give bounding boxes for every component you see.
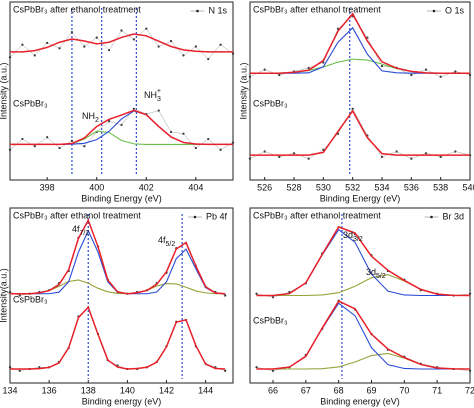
legend-marker — [432, 9, 436, 13]
x-tick-label: 534 — [374, 182, 389, 192]
x-tick-label: 398 — [40, 182, 55, 192]
x-tick-label: 66 — [268, 385, 278, 395]
peak-annotation: NH3+ — [144, 88, 161, 103]
peak-annotation: NH2 — [82, 111, 99, 123]
annotation-sub: 3/2 — [353, 236, 363, 243]
annotation-text: 3d — [366, 267, 376, 277]
sample-label: CsPbBr₃ — [253, 98, 288, 108]
fit-curve — [10, 33, 233, 53]
x-tick-label: 532 — [345, 182, 360, 192]
legend-label: O 1s — [445, 5, 465, 15]
fit-curve — [10, 130, 233, 145]
annotation-sub: 2 — [95, 117, 99, 124]
annotation-text: 4f — [158, 235, 166, 245]
plot-frame — [9, 207, 234, 384]
annotation-sub: 3 — [157, 96, 161, 103]
peak-annotation: 3d5/2 — [366, 267, 386, 279]
legend-label: N 1s — [208, 5, 227, 15]
fit-curve — [256, 225, 471, 297]
data-trace — [9, 108, 234, 150]
annotation-text: NH — [144, 90, 157, 100]
fit-curve — [256, 228, 470, 297]
peak-annotation: 4f7/2 — [72, 224, 89, 236]
fit-curve — [250, 12, 470, 74]
plot-frame — [9, 1, 234, 181]
annotation-sub: 5/2 — [376, 273, 386, 280]
data-trace — [256, 226, 471, 298]
x-tick-label: 530 — [316, 182, 331, 192]
x-tick-label: 134 — [2, 385, 17, 395]
legend-label: Br 3d — [442, 211, 464, 221]
x-tick-label: 68 — [334, 385, 344, 395]
data-trace — [249, 108, 471, 159]
x-tick-label: 70 — [399, 385, 409, 395]
x-tick-label: 540 — [462, 182, 474, 192]
x-tick-label: 140 — [120, 385, 135, 395]
y-axis-label: Intensity(a.u.) — [0, 268, 8, 323]
fit-curve — [250, 58, 470, 74]
x-tick-label: 69 — [366, 385, 376, 395]
legend-marker — [196, 9, 199, 13]
x-tick-label: 72 — [465, 385, 474, 395]
fit-curve — [10, 110, 233, 145]
annotation-sub: 7/2 — [80, 230, 90, 237]
sample-label: CsPbBr₃ after ethanol treatment — [253, 4, 381, 14]
x-tick-label: 142 — [159, 385, 174, 395]
fit-curve — [250, 109, 470, 156]
annotation-text: NH — [82, 111, 95, 121]
x-axis-label: Binding Energy (eV) — [320, 193, 401, 203]
annotation-sup: + — [157, 88, 161, 95]
x-axis-label: Binding energy (eV) — [82, 396, 162, 406]
sample-label: CsPbBr₃ — [13, 98, 48, 108]
x-tick-label: 404 — [188, 182, 203, 192]
x-tick-label: 402 — [139, 182, 154, 192]
peak-annotation: 4f5/2 — [158, 235, 175, 247]
x-tick-label: 528 — [286, 182, 301, 192]
peak-annotation: 3d3/2 — [343, 230, 363, 242]
data-trace — [9, 28, 234, 60]
annotation-sub: 5/2 — [166, 241, 176, 248]
fit-curve — [10, 305, 226, 370]
data-trace — [256, 300, 471, 371]
sample-label: CsPbBr₃ after ethanol treatment — [13, 4, 141, 14]
sample-label: CsPbBr₃ after ethanol treatment — [13, 210, 141, 220]
x-axis-label: Binding Energy (eV) — [81, 193, 162, 203]
annotation-text: 4f — [72, 224, 80, 234]
x-tick-label: 400 — [89, 182, 104, 192]
x-tick-label: 144 — [198, 385, 213, 395]
y-axis-label: Intensity (a.u.) — [0, 62, 8, 119]
plot-frame — [249, 1, 471, 181]
x-tick-label: 138 — [81, 385, 96, 395]
legend-marker — [430, 215, 433, 219]
x-tick-label: 71 — [432, 385, 442, 395]
sample-label: CsPbBr₃ — [253, 315, 288, 325]
x-tick-label: 136 — [42, 385, 57, 395]
x-tick-label: 536 — [404, 182, 419, 192]
x-tick-label: 67 — [301, 385, 311, 395]
fit-curve — [250, 26, 470, 74]
sample-label: CsPbBr₃ after ethanol treatment — [253, 210, 381, 220]
fit-curve — [10, 218, 226, 295]
data-trace — [249, 15, 471, 77]
annotation-text: 3d — [343, 230, 353, 240]
legend-marker — [193, 215, 197, 219]
x-axis-label: Binding energy (eV) — [320, 396, 400, 406]
y-axis-label: Intensity (a.u.) — [238, 62, 248, 119]
fit-curve — [10, 109, 233, 146]
x-tick-label: 538 — [433, 182, 448, 192]
fit-curve — [10, 229, 226, 295]
x-tick-label: 526 — [257, 182, 272, 192]
sample-label: CsPbBr₃ — [13, 294, 48, 304]
legend-label: Pb 4f — [206, 211, 228, 221]
fit-curve — [256, 300, 471, 370]
